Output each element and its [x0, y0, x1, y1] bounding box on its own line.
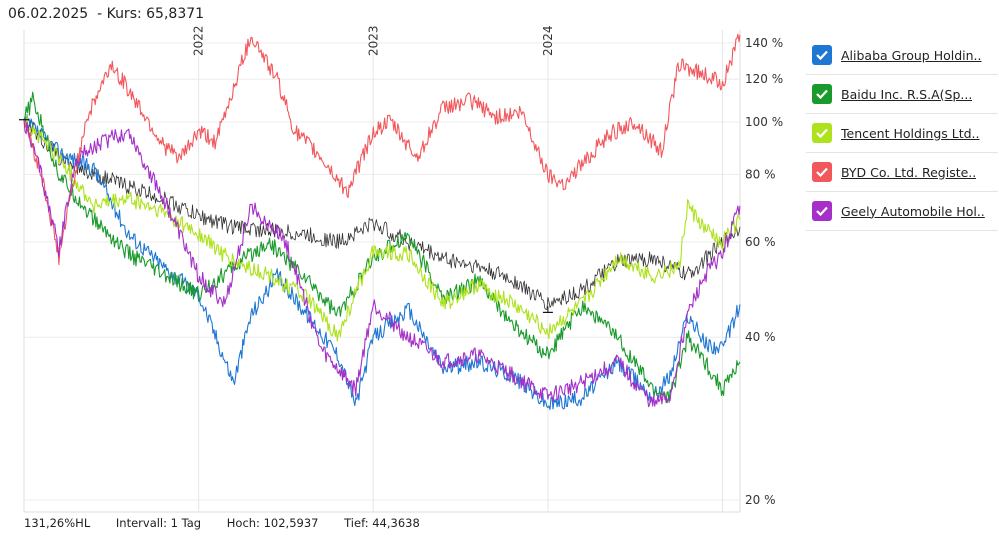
checkbox-alibaba[interactable] [812, 45, 832, 65]
checkbox-byd[interactable] [812, 162, 832, 182]
footer-high: Hoch: 102,5937 [226, 516, 319, 530]
series-lines [19, 33, 741, 411]
legend-label-alibaba[interactable]: Alibaba Group Holdin.. [841, 47, 982, 63]
checkbox-geely[interactable] [812, 201, 832, 221]
x-tick-label: 2022 [192, 25, 206, 56]
x-axis: 2022 2023 2024 [192, 25, 555, 56]
checkmark-icon [816, 128, 828, 139]
legend-item-geely[interactable]: Geely Automobile Hol.. [806, 192, 998, 231]
footer-interval: Intervall: 1 Tag [115, 516, 202, 530]
series-line-3 [23, 115, 741, 342]
checkmark-icon [816, 89, 828, 100]
y-tick-label: 120 % [745, 72, 783, 86]
checkmark-icon [816, 206, 828, 217]
legend-label-baidu[interactable]: Baidu Inc. R.S.A(Sp... [841, 86, 973, 102]
series-line-5 [23, 119, 741, 408]
legend-label-tencent[interactable]: Tencent Holdings Ltd.. [841, 125, 980, 141]
y-tick-label: 100 % [745, 115, 783, 129]
legend-label-byd[interactable]: BYD Co. Ltd. Registe.. [841, 164, 977, 180]
grid [23, 30, 741, 513]
series-line-4 [23, 33, 741, 266]
line-chart[interactable]: 2022 2023 2024 20 % 40 % 60 % 80 % 100 % 120 % 1… [0, 0, 800, 543]
series-line-1 [23, 114, 741, 411]
legend-label-geely[interactable]: Geely Automobile Hol.. [841, 203, 985, 219]
y-tick-label: 20 % [745, 493, 776, 507]
x-tick-label: 2023 [366, 25, 380, 56]
legend-item-tencent[interactable]: Tencent Holdings Ltd.. [806, 114, 998, 153]
header-date: 06.02.2025 [8, 6, 89, 22]
checkbox-tencent[interactable] [812, 123, 832, 143]
y-tick-label: 60 % [745, 235, 776, 249]
x-tick-label: 2024 [541, 25, 555, 56]
checkbox-baidu[interactable] [812, 84, 832, 104]
header-price: - Kurs: 65,8371 [97, 6, 205, 22]
y-tick-label: 40 % [745, 330, 776, 344]
footer-low: Tief: 44,3638 [344, 516, 420, 530]
legend-item-baidu[interactable]: Baidu Inc. R.S.A(Sp... [806, 75, 998, 114]
legend-item-byd[interactable]: BYD Co. Ltd. Registe.. [806, 153, 998, 192]
chart-footer: 131,26%HL Intervall: 1 Tag Hoch: 102,593… [24, 516, 442, 530]
y-tick-label: 80 % [745, 167, 776, 181]
legend-item-alibaba[interactable]: Alibaba Group Holdin.. [806, 36, 998, 75]
checkmark-icon [816, 167, 828, 178]
reference-series-line [23, 116, 741, 310]
footer-hl: 131,26%HL [24, 516, 91, 530]
checkmark-icon [816, 50, 828, 61]
y-axis: 20 % 40 % 60 % 80 % 100 % 120 % 140 % [745, 36, 783, 507]
legend: Alibaba Group Holdin.. Baidu Inc. R.S.A(… [806, 36, 998, 231]
chart-header: 06.02.2025 - Kurs: 65,8371 [8, 6, 204, 22]
y-tick-label: 140 % [745, 36, 783, 50]
